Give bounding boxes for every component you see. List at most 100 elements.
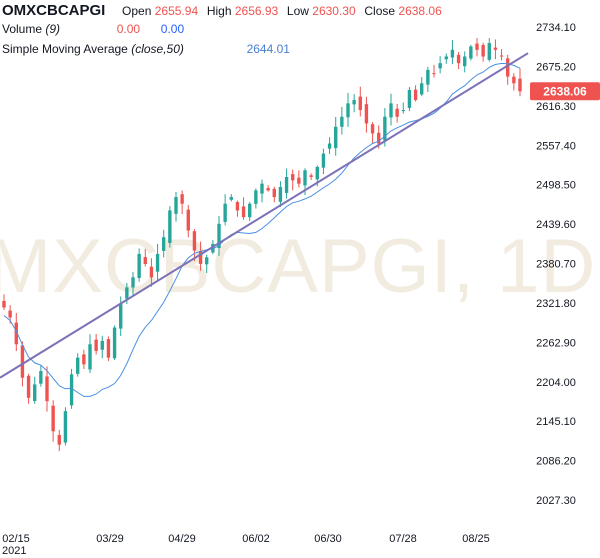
candle-body (426, 69, 430, 85)
candle-body (284, 176, 289, 193)
x-tick-label: 08/25 (462, 533, 490, 545)
candle-body (260, 183, 264, 194)
candle-body (88, 344, 92, 370)
candle-body (493, 47, 498, 50)
sma-param: (close,50) (131, 42, 184, 56)
candle-body (119, 304, 123, 329)
y-tick-label: 2557.40 (536, 140, 576, 152)
last-price-tag-bg (530, 82, 600, 101)
y-tick-label: 2380.70 (536, 259, 576, 271)
y-tick-label: 2262.90 (536, 337, 576, 349)
candle-body (346, 103, 350, 118)
candle-body (106, 339, 111, 358)
last-price-tag: 2638.06 (530, 82, 600, 101)
candle-body (205, 257, 209, 265)
y-tick-label: 2675.20 (536, 61, 576, 73)
candle-body (125, 287, 129, 299)
candle-body (174, 197, 178, 214)
candle-body (463, 56, 467, 67)
candle-body (364, 104, 369, 124)
candle-body (309, 175, 313, 177)
candle-body (14, 322, 18, 345)
candle-body (334, 126, 338, 149)
candle-body (254, 190, 258, 204)
candle-body (45, 376, 49, 402)
candle-body (51, 405, 55, 432)
candle-body (401, 110, 405, 112)
candle-body (395, 108, 399, 117)
x-tick-label: 03/29 (96, 533, 124, 545)
candle-body (432, 73, 436, 75)
volume-value-1: 0.00 (116, 22, 141, 36)
candle-body (137, 253, 141, 278)
candle-body (450, 49, 455, 58)
candle-body (223, 203, 227, 222)
price-axis[interactable]: 2734.10 2675.20 2616.30 2557.40 2498.50 2439.… (536, 22, 576, 507)
symbol-name[interactable]: OMXCBCAPGI (2, 2, 106, 19)
candle-body (143, 257, 147, 264)
sma-line[interactable] (3, 62, 521, 397)
y-tick-label: 2734.10 (536, 22, 576, 34)
candle-body (192, 231, 197, 251)
x-tick-label: 04/29 (168, 533, 196, 545)
volume-label: Volume (2, 22, 43, 36)
candle-body (475, 43, 479, 50)
volume-row[interactable]: Volume (9) 0.00 0.00 (2, 22, 184, 36)
candle-body (248, 203, 252, 218)
trend-line[interactable] (0, 52, 529, 379)
candle-body (94, 339, 98, 351)
candle-body (33, 384, 37, 402)
candle-body (20, 345, 25, 378)
time-axis[interactable]: 02/15 03/29 04/29 06/02 06/30 07/28 08/25 2021 (2, 533, 490, 557)
candle-body (162, 237, 166, 251)
sma-row[interactable]: Simple Moving Average (close,50) 2644.01 (2, 42, 290, 56)
candle-body (389, 103, 393, 118)
candle-body (407, 89, 412, 108)
candle-body (266, 188, 270, 191)
candle-body (39, 371, 43, 384)
candle-body (506, 58, 510, 77)
symbol-row: OMXCBCAPGI Open 2655.94 High 2656.93 Low… (2, 2, 442, 19)
open-label: Open (122, 4, 152, 18)
candle-body (377, 132, 381, 144)
candle-body (512, 76, 516, 84)
low-label: Low (286, 4, 309, 18)
candle-body (481, 44, 485, 57)
y-tick-label: 2321.80 (536, 298, 576, 310)
candle-body (340, 116, 344, 127)
candle-body (438, 63, 442, 69)
x-tick-label: 06/30 (314, 533, 342, 545)
x-tick-label: 02/15 (2, 533, 30, 545)
candle-body (291, 174, 295, 181)
candle-body (82, 354, 86, 365)
candle-body (321, 153, 326, 168)
volume-param: (9) (45, 22, 61, 36)
candle-body (186, 209, 190, 231)
sma-value: 2644.01 (246, 42, 290, 56)
candle-body (413, 89, 418, 101)
candle-body (235, 202, 240, 211)
candle-body (168, 210, 172, 243)
candle-body (155, 253, 160, 272)
y-tick-label: 2204.00 (536, 377, 576, 389)
candle-body (487, 43, 491, 60)
candle-body (383, 116, 387, 141)
x-tick-label: 07/28 (389, 533, 417, 545)
candle-body (272, 188, 276, 198)
open-value: 2655.94 (154, 4, 199, 18)
candle-body (57, 435, 61, 445)
y-tick-label: 2145.10 (536, 416, 576, 428)
candle-body (444, 56, 448, 60)
high-value: 2656.93 (234, 4, 279, 18)
candle-body (518, 78, 522, 92)
candle-body (217, 223, 221, 249)
candle-body (180, 194, 184, 204)
y-tick-label: 2027.30 (536, 495, 576, 507)
candle-body (456, 54, 461, 64)
y-tick-label: 2439.60 (536, 219, 576, 231)
candle-body (8, 310, 12, 318)
close-label: Close (364, 4, 396, 18)
candle-body (297, 177, 301, 184)
